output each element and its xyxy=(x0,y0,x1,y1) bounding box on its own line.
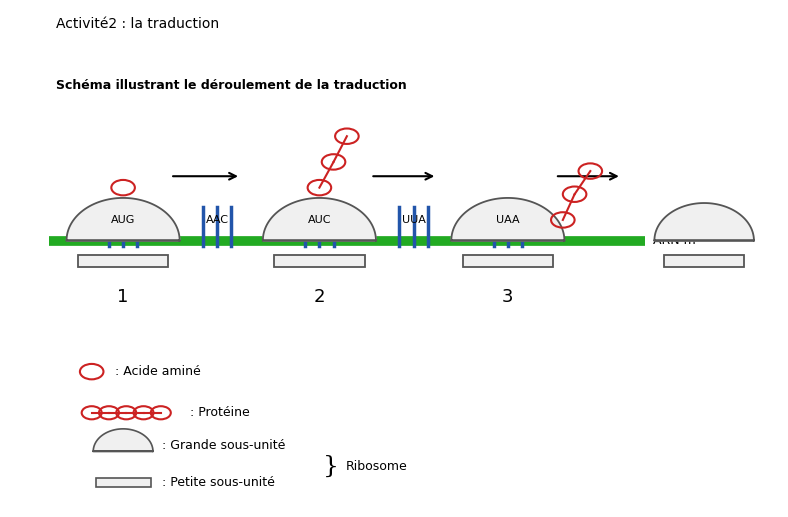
Text: 2: 2 xyxy=(314,288,325,306)
Polygon shape xyxy=(93,429,153,451)
Text: UUA: UUA xyxy=(402,215,426,225)
Text: }: } xyxy=(323,455,340,478)
Text: : Acide aminé: : Acide aminé xyxy=(115,365,201,378)
Text: ARN m: ARN m xyxy=(653,234,696,247)
Text: : Protéine: : Protéine xyxy=(190,406,250,419)
Bar xyxy=(463,255,553,267)
Bar xyxy=(78,255,169,267)
Bar xyxy=(664,255,744,267)
Text: AUC: AUC xyxy=(307,215,331,225)
Bar xyxy=(274,255,365,267)
Polygon shape xyxy=(66,198,180,240)
Text: AUG: AUG xyxy=(111,215,136,225)
Text: Activité2 : la traduction: Activité2 : la traduction xyxy=(57,17,220,31)
Polygon shape xyxy=(654,203,754,240)
Polygon shape xyxy=(452,198,564,240)
Text: Schéma illustrant le déroulement de la traduction: Schéma illustrant le déroulement de la t… xyxy=(57,79,407,92)
Text: 3: 3 xyxy=(502,288,514,306)
Text: AAC: AAC xyxy=(206,215,229,225)
Text: : Grande sous-unité: : Grande sous-unité xyxy=(162,439,286,452)
Text: : Petite sous-unité: : Petite sous-unité xyxy=(162,476,275,489)
Text: UAA: UAA xyxy=(496,215,519,225)
Text: 1: 1 xyxy=(117,288,128,306)
Bar xyxy=(95,478,151,487)
Text: Ribosome: Ribosome xyxy=(345,460,407,473)
Polygon shape xyxy=(263,198,376,240)
